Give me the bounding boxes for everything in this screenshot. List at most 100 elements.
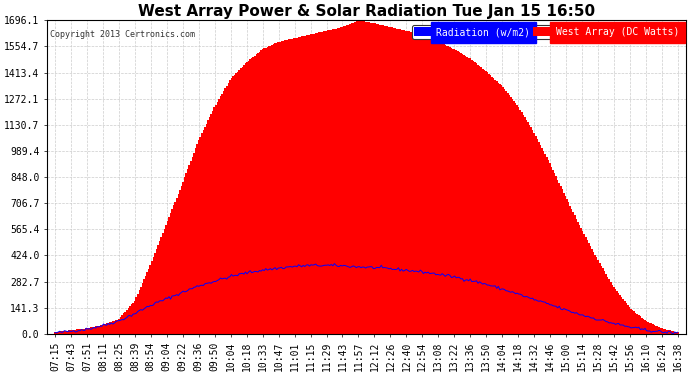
- Bar: [262, 49, 264, 334]
- Bar: [207, 120, 209, 334]
- Bar: [106, 323, 108, 334]
- Bar: [115, 320, 117, 334]
- Bar: [326, 31, 328, 334]
- Bar: [624, 302, 626, 334]
- Bar: [254, 56, 255, 334]
- Bar: [407, 31, 408, 334]
- Bar: [213, 108, 215, 334]
- Bar: [511, 99, 513, 334]
- Bar: [385, 26, 387, 334]
- Bar: [186, 173, 187, 334]
- Bar: [170, 213, 171, 334]
- Bar: [380, 25, 382, 334]
- Bar: [99, 325, 101, 334]
- Bar: [212, 111, 213, 334]
- Bar: [471, 60, 473, 334]
- Bar: [384, 26, 385, 334]
- Bar: [451, 48, 453, 334]
- Bar: [328, 30, 329, 334]
- Bar: [307, 35, 308, 334]
- Bar: [157, 245, 159, 334]
- Bar: [354, 22, 355, 334]
- Bar: [580, 228, 582, 334]
- Bar: [444, 45, 446, 334]
- Bar: [55, 332, 56, 334]
- Bar: [128, 308, 129, 334]
- Bar: [271, 45, 273, 334]
- Bar: [616, 291, 618, 334]
- Bar: [135, 297, 137, 334]
- Bar: [468, 57, 469, 334]
- Bar: [642, 319, 644, 334]
- Bar: [538, 142, 540, 334]
- Bar: [609, 279, 610, 334]
- Bar: [245, 63, 246, 334]
- Bar: [613, 287, 615, 334]
- Bar: [129, 306, 131, 334]
- Bar: [607, 277, 609, 334]
- Bar: [264, 48, 265, 334]
- Bar: [440, 43, 442, 334]
- Bar: [535, 136, 537, 334]
- Bar: [404, 30, 406, 334]
- Bar: [145, 276, 146, 334]
- Bar: [285, 40, 287, 334]
- Bar: [234, 75, 235, 334]
- Bar: [110, 322, 112, 334]
- Bar: [495, 80, 496, 334]
- Bar: [103, 324, 104, 334]
- Bar: [615, 290, 616, 334]
- Bar: [558, 183, 560, 334]
- Bar: [622, 299, 624, 334]
- Bar: [466, 57, 468, 334]
- Bar: [235, 73, 237, 334]
- Bar: [594, 255, 596, 334]
- Bar: [596, 258, 598, 334]
- Bar: [201, 134, 203, 334]
- Bar: [176, 198, 177, 334]
- Bar: [228, 83, 229, 334]
- Bar: [209, 117, 210, 334]
- Bar: [226, 86, 228, 334]
- Bar: [243, 65, 245, 334]
- Bar: [260, 51, 262, 334]
- Bar: [190, 161, 192, 334]
- Bar: [195, 148, 197, 334]
- Bar: [224, 88, 226, 334]
- Bar: [198, 140, 199, 334]
- Bar: [644, 320, 646, 334]
- Bar: [427, 37, 429, 334]
- Bar: [240, 68, 241, 334]
- Bar: [82, 329, 84, 334]
- Bar: [529, 125, 531, 334]
- Bar: [76, 330, 78, 334]
- Bar: [575, 219, 577, 334]
- Bar: [632, 310, 633, 334]
- Bar: [420, 34, 421, 334]
- Bar: [452, 49, 454, 334]
- Bar: [140, 286, 141, 334]
- Bar: [493, 78, 495, 334]
- Bar: [382, 25, 384, 334]
- Bar: [370, 22, 371, 334]
- Bar: [422, 35, 424, 334]
- Title: West Array Power & Solar Radiation Tue Jan 15 16:50: West Array Power & Solar Radiation Tue J…: [138, 4, 595, 19]
- Bar: [627, 305, 629, 334]
- Bar: [546, 157, 548, 334]
- Bar: [284, 40, 285, 334]
- Bar: [630, 309, 632, 334]
- Bar: [159, 241, 160, 334]
- Bar: [59, 332, 61, 334]
- Bar: [571, 209, 573, 334]
- Bar: [293, 38, 295, 334]
- Bar: [84, 328, 86, 334]
- Bar: [168, 217, 170, 334]
- Bar: [656, 326, 657, 334]
- Bar: [406, 31, 407, 334]
- Bar: [63, 331, 65, 334]
- Bar: [600, 266, 602, 334]
- Bar: [139, 290, 140, 334]
- Bar: [437, 41, 438, 334]
- Bar: [669, 330, 671, 334]
- Bar: [454, 50, 455, 334]
